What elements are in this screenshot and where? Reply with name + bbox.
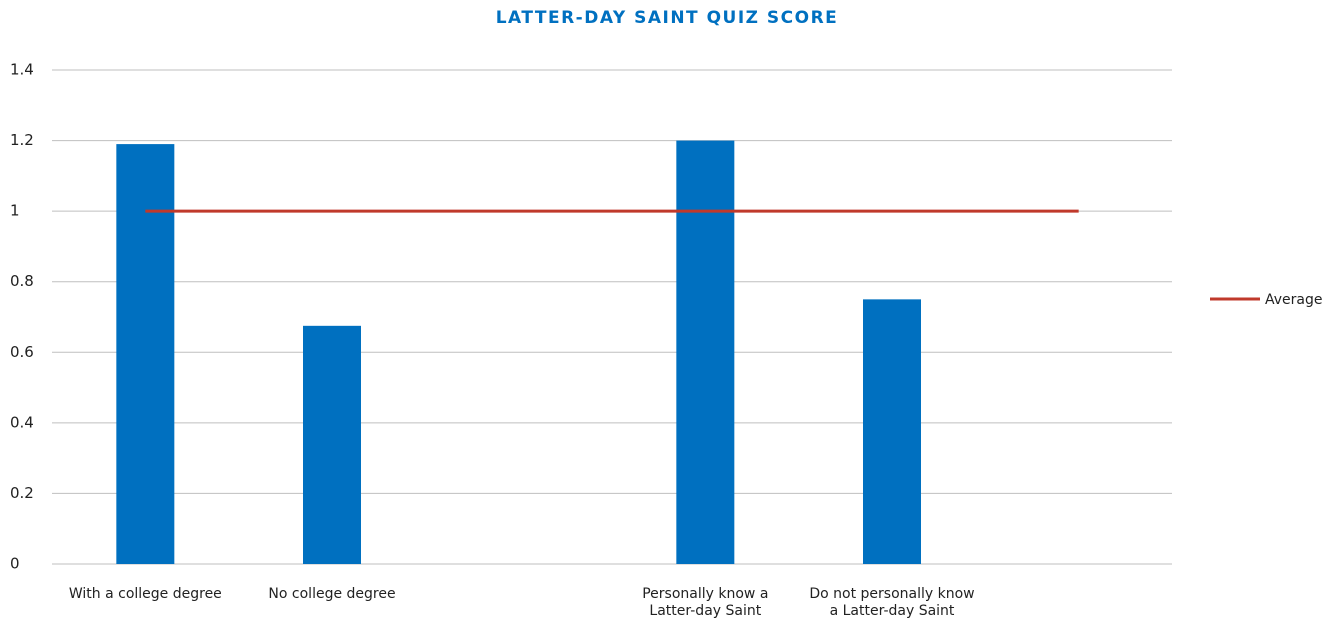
x-tick-label: Personally know a Latter-day Saint (642, 586, 769, 619)
y-tick-label: 0.6 (10, 343, 34, 361)
y-tick-label: 1.2 (10, 131, 34, 149)
bar (303, 325, 361, 564)
bar (676, 140, 735, 565)
y-tick-label: 1.4 (10, 61, 34, 79)
y-tick-label: 1 (10, 202, 20, 220)
legend-label: Average (1265, 292, 1323, 308)
y-tick-label: 0.8 (10, 272, 34, 290)
chart-title: LATTER-DAY SAINT QUIZ SCORE (496, 8, 839, 28)
y-tick-label: 0.4 (10, 413, 34, 431)
bar (863, 299, 921, 564)
x-tick-label: With a college degree (68, 586, 222, 602)
x-tick-label: No college degree (268, 586, 396, 602)
bar (116, 144, 175, 564)
y-tick-label: 0 (10, 555, 20, 573)
y-tick-label: 0.2 (10, 484, 34, 502)
x-tick-label: Do not personally know a Latter-day Sain… (809, 586, 975, 619)
